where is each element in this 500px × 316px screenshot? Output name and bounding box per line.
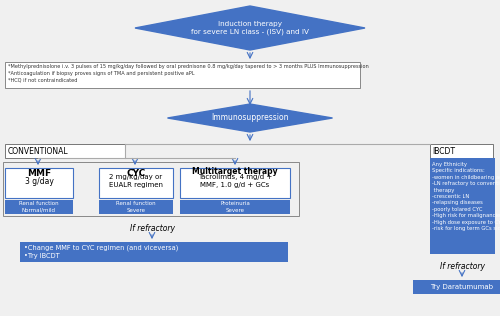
- Polygon shape: [135, 6, 365, 50]
- FancyBboxPatch shape: [180, 200, 290, 214]
- FancyBboxPatch shape: [99, 168, 173, 198]
- Text: Induction therapy
for severe LN class - (ISV) and IV: Induction therapy for severe LN class - …: [191, 21, 309, 35]
- Text: MMF: MMF: [27, 168, 51, 178]
- FancyBboxPatch shape: [5, 200, 73, 214]
- Text: *Methylprednisolone i.v. 3 pulses of 15 mg/kg/day followed by oral prednisone 0.: *Methylprednisolone i.v. 3 pulses of 15 …: [8, 64, 369, 82]
- FancyBboxPatch shape: [5, 144, 125, 158]
- Text: Proteinuria
Severe: Proteinuria Severe: [220, 201, 250, 213]
- Text: •Change MMF to CYC regimen (and viceversa)
•Try IBCDT: •Change MMF to CYC regimen (and vicevers…: [24, 245, 178, 259]
- Text: Renal function
Normal/mild: Renal function Normal/mild: [19, 201, 59, 213]
- Text: Try Daratumumab: Try Daratumumab: [430, 284, 494, 290]
- Text: 2 mg/kg/day or
EUALR regimen: 2 mg/kg/day or EUALR regimen: [109, 174, 163, 188]
- Text: Renal function
Severe: Renal function Severe: [116, 201, 156, 213]
- FancyBboxPatch shape: [180, 168, 290, 198]
- Text: 3 g/day: 3 g/day: [24, 177, 54, 185]
- FancyBboxPatch shape: [20, 242, 288, 262]
- FancyBboxPatch shape: [99, 200, 173, 214]
- Text: Immunosuppression: Immunosuppression: [211, 113, 289, 123]
- FancyBboxPatch shape: [430, 144, 493, 158]
- FancyBboxPatch shape: [5, 62, 360, 88]
- Text: CONVENTIONAL: CONVENTIONAL: [8, 147, 68, 155]
- FancyBboxPatch shape: [430, 158, 495, 254]
- Text: Multitarget therapy: Multitarget therapy: [192, 167, 278, 177]
- Text: If refractory: If refractory: [130, 224, 174, 233]
- Text: Tacrolimus, 4 mg/d +
MMF, 1.0 g/d + GCs: Tacrolimus, 4 mg/d + MMF, 1.0 g/d + GCs: [198, 174, 272, 188]
- Text: If refractory: If refractory: [440, 262, 484, 271]
- FancyBboxPatch shape: [5, 168, 73, 198]
- Text: CYC: CYC: [126, 168, 146, 178]
- FancyBboxPatch shape: [413, 280, 500, 294]
- Polygon shape: [168, 104, 332, 132]
- Text: IBCDT: IBCDT: [432, 147, 455, 155]
- Text: Any Ethnicity
Specific indications:
-women in childbearing age
-LN refractory to: Any Ethnicity Specific indications: -wom…: [432, 162, 500, 231]
